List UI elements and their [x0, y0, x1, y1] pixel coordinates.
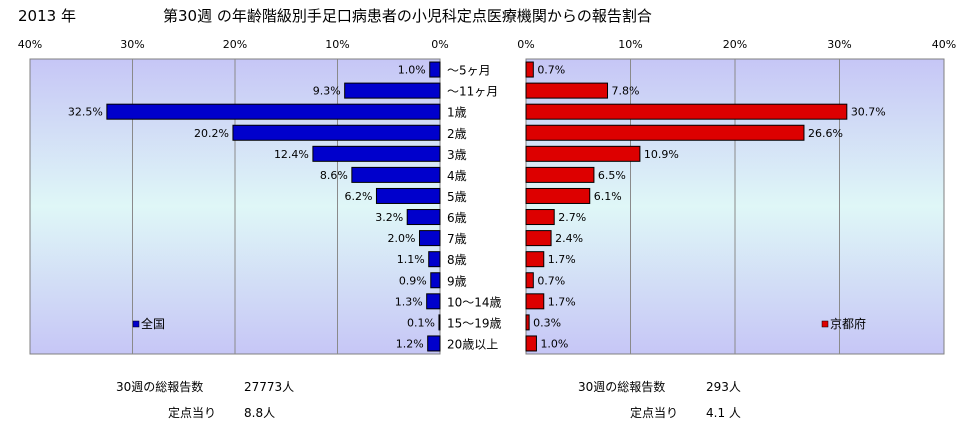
chart-year: 2013 年 — [18, 7, 76, 25]
left-bar — [232, 124, 441, 141]
right-data-label: 0.7% — [537, 64, 565, 77]
category-label: 7歳 — [447, 232, 467, 246]
left-tick-label: 0% — [431, 38, 448, 51]
left-bar — [344, 82, 441, 99]
left-bar — [427, 335, 441, 352]
left-data-label: 32.5% — [68, 106, 103, 119]
left-data-label: 0.9% — [399, 274, 427, 287]
left-bar — [430, 272, 441, 289]
right-data-label: 6.1% — [594, 190, 622, 203]
left-data-label: 20.2% — [194, 127, 229, 140]
right-data-label: 1.7% — [548, 253, 576, 266]
right-tick-label: 40% — [932, 38, 956, 51]
category-label: 20歳以上 — [447, 337, 498, 351]
right-bar — [525, 251, 545, 268]
right-bar — [525, 166, 595, 183]
right-tick-label: 0% — [517, 38, 534, 51]
left-bar — [438, 314, 441, 331]
legend-label-left: 全国 — [141, 316, 165, 331]
right-bar — [525, 230, 552, 247]
right-data-label: 26.6% — [808, 127, 843, 140]
left-data-label: 8.6% — [320, 169, 348, 182]
left-data-label: 9.3% — [313, 85, 341, 98]
left-tick-label: 10% — [325, 38, 349, 51]
category-label: 4歳 — [447, 169, 467, 183]
chart-title: 第30週 の年齢階級別手足口病患者の小児科定点医療機関からの報告割合 — [163, 7, 652, 25]
left-data-label: 3.2% — [375, 211, 403, 224]
right-bar — [525, 61, 534, 78]
right-bar — [525, 335, 537, 352]
right-bar — [525, 209, 555, 226]
category-label: 6歳 — [447, 211, 467, 225]
left-data-label: 1.1% — [397, 253, 425, 266]
right-data-label: 7.8% — [612, 85, 640, 98]
left-bar — [428, 251, 441, 268]
left-bar — [419, 230, 441, 247]
left-data-label: 1.3% — [395, 295, 423, 308]
category-label: 5歳 — [447, 190, 467, 204]
right-data-label: 1.0% — [540, 337, 568, 350]
category-label: 9歳 — [447, 274, 467, 288]
right-bar — [525, 145, 641, 162]
right-bar — [525, 124, 805, 141]
right-bar — [525, 272, 534, 289]
category-label: 〜5ヶ月 — [447, 64, 491, 78]
category-label: 1歳 — [447, 106, 467, 120]
right-data-label: 2.4% — [555, 232, 583, 245]
left-total-label: 30週の総報告数 — [116, 380, 204, 394]
legend-swatch-right — [821, 320, 829, 328]
left-per-value: 8.8人 — [244, 406, 276, 420]
right-tick-label: 20% — [723, 38, 747, 51]
right-bar — [525, 314, 530, 331]
left-data-label: 2.0% — [388, 232, 416, 245]
right-bar — [525, 82, 609, 99]
right-data-label: 30.7% — [851, 106, 886, 119]
left-bar — [429, 61, 441, 78]
category-label: 8歳 — [447, 253, 467, 267]
right-tick-label: 30% — [827, 38, 851, 51]
right-data-label: 10.9% — [644, 148, 679, 161]
left-bar — [312, 145, 441, 162]
right-per-label: 定点当り — [630, 406, 679, 420]
right-data-label: 1.7% — [548, 295, 576, 308]
right-data-label: 6.5% — [598, 169, 626, 182]
left-per-label: 定点当り — [168, 406, 217, 420]
category-label: 3歳 — [447, 148, 467, 162]
left-tick-label: 20% — [223, 38, 247, 51]
left-data-label: 6.2% — [344, 190, 372, 203]
left-data-label: 0.1% — [407, 316, 435, 329]
left-bar — [426, 293, 441, 310]
left-data-label: 12.4% — [274, 148, 309, 161]
right-data-label: 0.3% — [533, 316, 561, 329]
category-label: 15〜19歳 — [447, 316, 502, 330]
legend-swatch-left — [132, 320, 140, 328]
right-bar — [525, 187, 591, 204]
right-total-value: 293人 — [706, 380, 741, 394]
left-bar — [351, 166, 441, 183]
right-bar — [525, 293, 545, 310]
left-tick-label: 40% — [18, 38, 42, 51]
category-label: 10〜14歳 — [447, 295, 502, 309]
legend-label-right: 京都府 — [830, 316, 866, 331]
right-tick-label: 10% — [618, 38, 642, 51]
left-data-label: 1.0% — [398, 64, 426, 77]
left-bar — [375, 187, 441, 204]
left-data-label: 1.2% — [396, 337, 424, 350]
left-total-value: 27773人 — [244, 380, 295, 394]
category-label: 2歳 — [447, 127, 467, 141]
left-tick-label: 30% — [120, 38, 144, 51]
category-label: 〜11ヶ月 — [447, 85, 498, 99]
right-data-label: 2.7% — [558, 211, 586, 224]
right-per-value: 4.1 人 — [706, 406, 741, 420]
left-bar — [106, 103, 441, 120]
right-bar — [525, 103, 848, 120]
right-total-label: 30週の総報告数 — [578, 380, 666, 394]
left-bar — [406, 209, 441, 226]
right-data-label: 0.7% — [537, 274, 565, 287]
